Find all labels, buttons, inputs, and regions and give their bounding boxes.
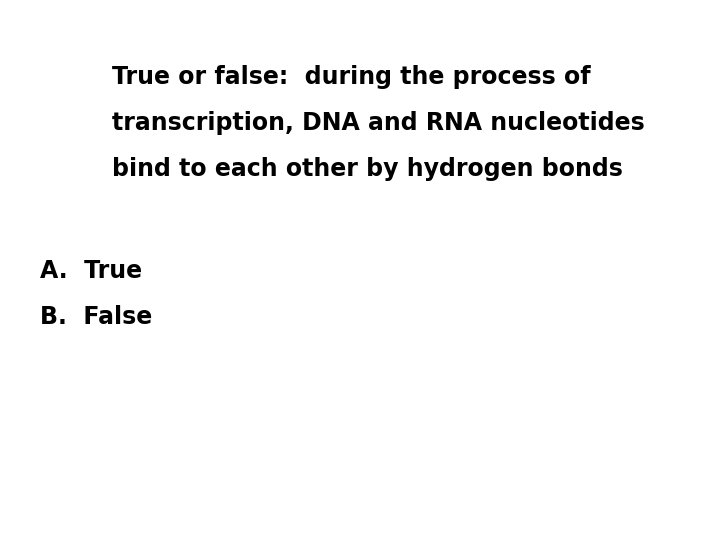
Text: A.  True: A. True [40, 259, 142, 283]
Text: B.  False: B. False [40, 305, 152, 329]
Text: bind to each other by hydrogen bonds: bind to each other by hydrogen bonds [112, 157, 623, 180]
Text: True or false:  during the process of: True or false: during the process of [112, 65, 590, 89]
Text: transcription, DNA and RNA nucleotides: transcription, DNA and RNA nucleotides [112, 111, 644, 134]
